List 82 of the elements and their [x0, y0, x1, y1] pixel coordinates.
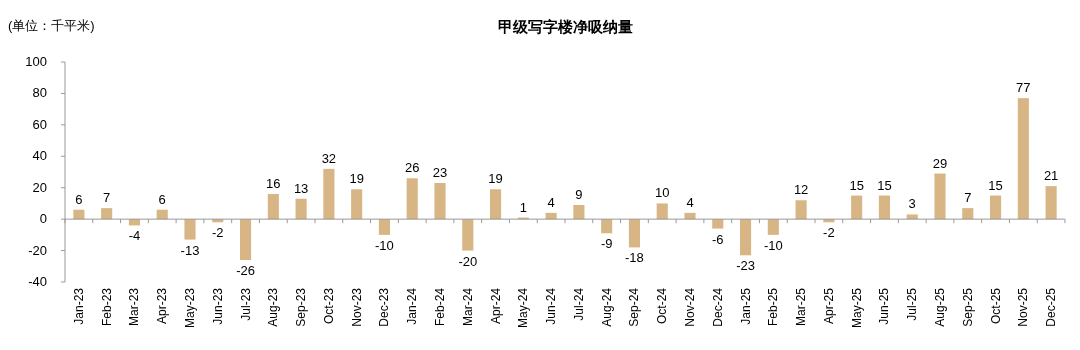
x-tick-label: Aug-23 — [266, 287, 281, 327]
chart-title: 甲级写字楼净吸纳量 — [497, 18, 633, 35]
data-label: -4 — [128, 228, 141, 244]
x-tick-label: Jul-25 — [905, 287, 920, 321]
x-tick-label: Aug-24 — [599, 287, 614, 327]
x-tick-label: Jun-24 — [544, 287, 559, 325]
x-tick-label: Nov-25 — [1016, 287, 1031, 327]
y-tick-label: -20 — [28, 242, 47, 258]
data-label: 21 — [1043, 168, 1059, 184]
data-label: 1 — [519, 199, 527, 215]
data-label: -18 — [625, 250, 644, 266]
x-tick-label: Feb-23 — [99, 287, 114, 327]
data-label: 15 — [988, 177, 1003, 193]
data-label: 4 — [547, 194, 555, 210]
x-tick-label: Feb-24 — [433, 287, 447, 327]
x-tick-label: Jun-23 — [210, 287, 225, 325]
data-label: 23 — [432, 165, 448, 180]
x-tick-label: Mar-23 — [127, 287, 142, 327]
y-tick-label: 20 — [32, 179, 47, 195]
x-tick-label: Dec-23 — [377, 287, 392, 327]
data-label: 12 — [793, 182, 809, 198]
x-tick-label: Feb-25 — [766, 287, 781, 327]
x-tick-label: May-23 — [183, 287, 197, 329]
data-label: -2 — [823, 225, 835, 241]
data-label: 7 — [964, 190, 972, 206]
data-label: 3 — [908, 196, 916, 212]
x-tick-label: Mar-24 — [460, 287, 475, 327]
data-label: -23 — [736, 258, 755, 274]
x-tick-label: Jul-24 — [571, 287, 586, 321]
x-tick-label: Dec-24 — [710, 287, 725, 327]
data-label: 15 — [849, 177, 864, 193]
data-label: 10 — [654, 185, 670, 201]
x-tick-label: Oct-25 — [988, 287, 1003, 325]
data-label: 29 — [932, 155, 948, 171]
data-label: -20 — [458, 253, 478, 269]
x-tick-label: Dec-25 — [1044, 287, 1059, 327]
data-label: 19 — [488, 171, 503, 187]
data-label: -9 — [600, 236, 613, 252]
data-label: 16 — [266, 176, 281, 191]
data-label: 77 — [1016, 80, 1031, 96]
x-tick-label: Apr-25 — [821, 287, 836, 325]
data-label: -2 — [212, 225, 224, 241]
data-label: -26 — [236, 263, 255, 278]
data-label: 6 — [158, 191, 166, 207]
x-tick-label: Jun-25 — [877, 287, 892, 325]
x-tick-label: Nov-24 — [683, 287, 697, 327]
data-label: -6 — [712, 231, 724, 247]
x-tick-label: Nov-23 — [349, 287, 364, 327]
y-tick-label: 60 — [32, 116, 47, 132]
y-axis-title: (单位：千平米) — [8, 18, 95, 33]
x-tick-label: Sep-25 — [960, 287, 975, 327]
x-tick-label: Sep-23 — [294, 287, 309, 327]
data-label: 19 — [349, 171, 364, 187]
data-label: 13 — [293, 180, 309, 196]
x-tick-label: Jan-23 — [71, 287, 86, 325]
y-tick-label: 40 — [32, 148, 47, 164]
y-tick-label: 100 — [25, 54, 47, 69]
data-label: 7 — [103, 190, 111, 206]
x-tick-label: Oct-24 — [655, 287, 670, 325]
y-tick-label: 0 — [39, 211, 47, 227]
data-label: 9 — [575, 187, 583, 202]
data-label: 32 — [321, 150, 337, 166]
x-tick-label: Mar-25 — [794, 287, 809, 327]
data-label: 6 — [75, 191, 83, 207]
x-tick-label: Oct-23 — [321, 287, 336, 325]
y-tick-label: -40 — [28, 274, 47, 289]
x-tick-label: Jul-23 — [238, 287, 253, 321]
x-tick-label: Apr-23 — [155, 287, 170, 325]
x-tick-label: May-24 — [516, 287, 531, 329]
data-label: 15 — [877, 177, 892, 193]
x-tick-label: Aug-25 — [933, 287, 947, 327]
data-label: 26 — [404, 160, 420, 176]
x-tick-label: May-25 — [849, 287, 864, 329]
x-tick-label: Jan-25 — [738, 287, 753, 325]
data-label: -13 — [180, 242, 200, 258]
data-label: 4 — [686, 194, 694, 210]
data-label: -10 — [375, 237, 394, 253]
x-tick-label: Jan-24 — [405, 287, 420, 325]
x-tick-label: Apr-24 — [488, 287, 503, 325]
y-tick-label: 80 — [32, 85, 47, 101]
x-tick-label: Sep-24 — [627, 287, 642, 327]
data-label: -10 — [763, 237, 783, 253]
